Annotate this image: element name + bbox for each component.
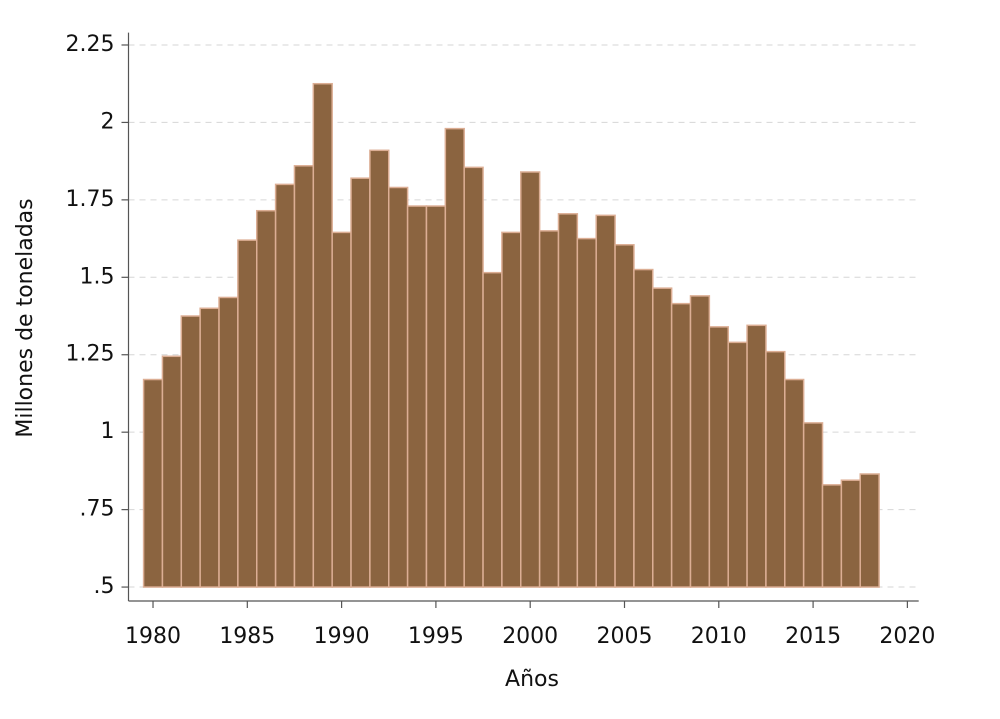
bar	[161, 355, 183, 588]
bar	[463, 166, 484, 588]
bar	[652, 287, 673, 588]
bar	[520, 171, 541, 588]
x-tick-label: 1990	[314, 624, 370, 649]
bar	[274, 183, 296, 588]
y-axis-label: Millones de toneladas	[13, 198, 38, 437]
bar	[595, 214, 616, 588]
y-tick-label: 1.25	[66, 342, 115, 367]
bar	[746, 324, 767, 588]
bar	[859, 473, 880, 588]
bar	[369, 149, 390, 588]
x-tick-label: 1995	[408, 624, 464, 649]
bar	[331, 231, 352, 588]
bar	[576, 237, 597, 588]
x-tick-label: 2000	[502, 624, 558, 649]
bar	[142, 378, 164, 588]
x-tick-label: 2015	[785, 624, 841, 649]
x-tick-label: 2005	[596, 624, 652, 649]
bar	[670, 302, 692, 588]
bar	[255, 209, 277, 588]
bar	[482, 271, 503, 588]
x-axis-label: Años	[505, 667, 559, 692]
bar	[350, 177, 371, 588]
bar	[765, 350, 786, 588]
bar	[689, 295, 711, 588]
bar	[802, 422, 824, 588]
x-tick-label: 1985	[219, 624, 275, 649]
bar	[708, 326, 729, 588]
bar	[425, 205, 447, 588]
bar	[180, 315, 201, 588]
bar	[557, 213, 579, 588]
y-tick-label: .75	[80, 497, 115, 522]
bar	[312, 82, 333, 588]
bar	[501, 231, 522, 588]
y-tick-label: .5	[94, 574, 115, 599]
x-tick-label: 2010	[691, 624, 747, 649]
bar	[293, 165, 315, 588]
y-tick-label: 1	[101, 419, 115, 444]
y-tick-label: 2	[101, 109, 115, 134]
bar	[784, 378, 805, 588]
bar	[388, 186, 409, 588]
bar	[633, 268, 654, 588]
x-tick-label: 2020	[879, 624, 935, 649]
bar	[444, 127, 465, 588]
bar	[199, 307, 220, 588]
bar	[840, 479, 861, 588]
bar	[237, 239, 258, 588]
bar	[538, 230, 560, 588]
y-tick-label: 1.5	[80, 264, 115, 289]
bar	[406, 205, 428, 588]
x-tick-label: 1980	[125, 624, 181, 649]
bar	[821, 484, 843, 588]
y-tick-label: 2.25	[66, 32, 115, 57]
bar	[218, 296, 239, 588]
bar	[614, 244, 635, 588]
y-tick-label: 1.75	[66, 187, 115, 212]
bar	[727, 341, 748, 588]
